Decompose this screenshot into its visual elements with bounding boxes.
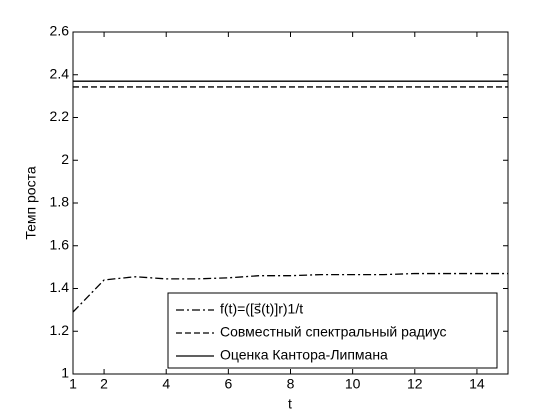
- y-tick-label: 2: [61, 151, 69, 167]
- y-axis-label: Темп роста: [23, 166, 39, 239]
- x-tick-label: 14: [469, 376, 485, 392]
- x-tick-label: 1: [69, 376, 77, 392]
- y-tick-label: 2.2: [50, 108, 70, 124]
- x-tick-label: 2: [100, 376, 108, 392]
- x-tick-label: 8: [287, 376, 295, 392]
- x-axis-label: t: [288, 396, 292, 412]
- legend-label: Совместный спектральный радиус: [220, 324, 447, 340]
- y-tick-label: 2.6: [50, 23, 70, 39]
- legend-label: f(t)=([s⃗(t)]r)1/t: [220, 301, 303, 317]
- y-tick-label: 1.6: [50, 236, 70, 252]
- x-tick-label: 10: [345, 376, 361, 392]
- y-tick-label: 1.4: [50, 279, 70, 295]
- series-line: [72, 272, 508, 313]
- y-tick-label: 1.8: [50, 194, 70, 210]
- y-tick-label: 1: [61, 365, 69, 381]
- y-tick-label: 1.2: [50, 322, 70, 338]
- x-tick-label: 4: [162, 376, 170, 392]
- legend-box: [167, 292, 498, 369]
- x-tick-label: 6: [224, 376, 232, 392]
- y-tick-label: 2.4: [50, 65, 70, 81]
- x-tick-label: 12: [407, 376, 423, 392]
- legend-label: Оценка Кантора-Липмана: [220, 347, 388, 363]
